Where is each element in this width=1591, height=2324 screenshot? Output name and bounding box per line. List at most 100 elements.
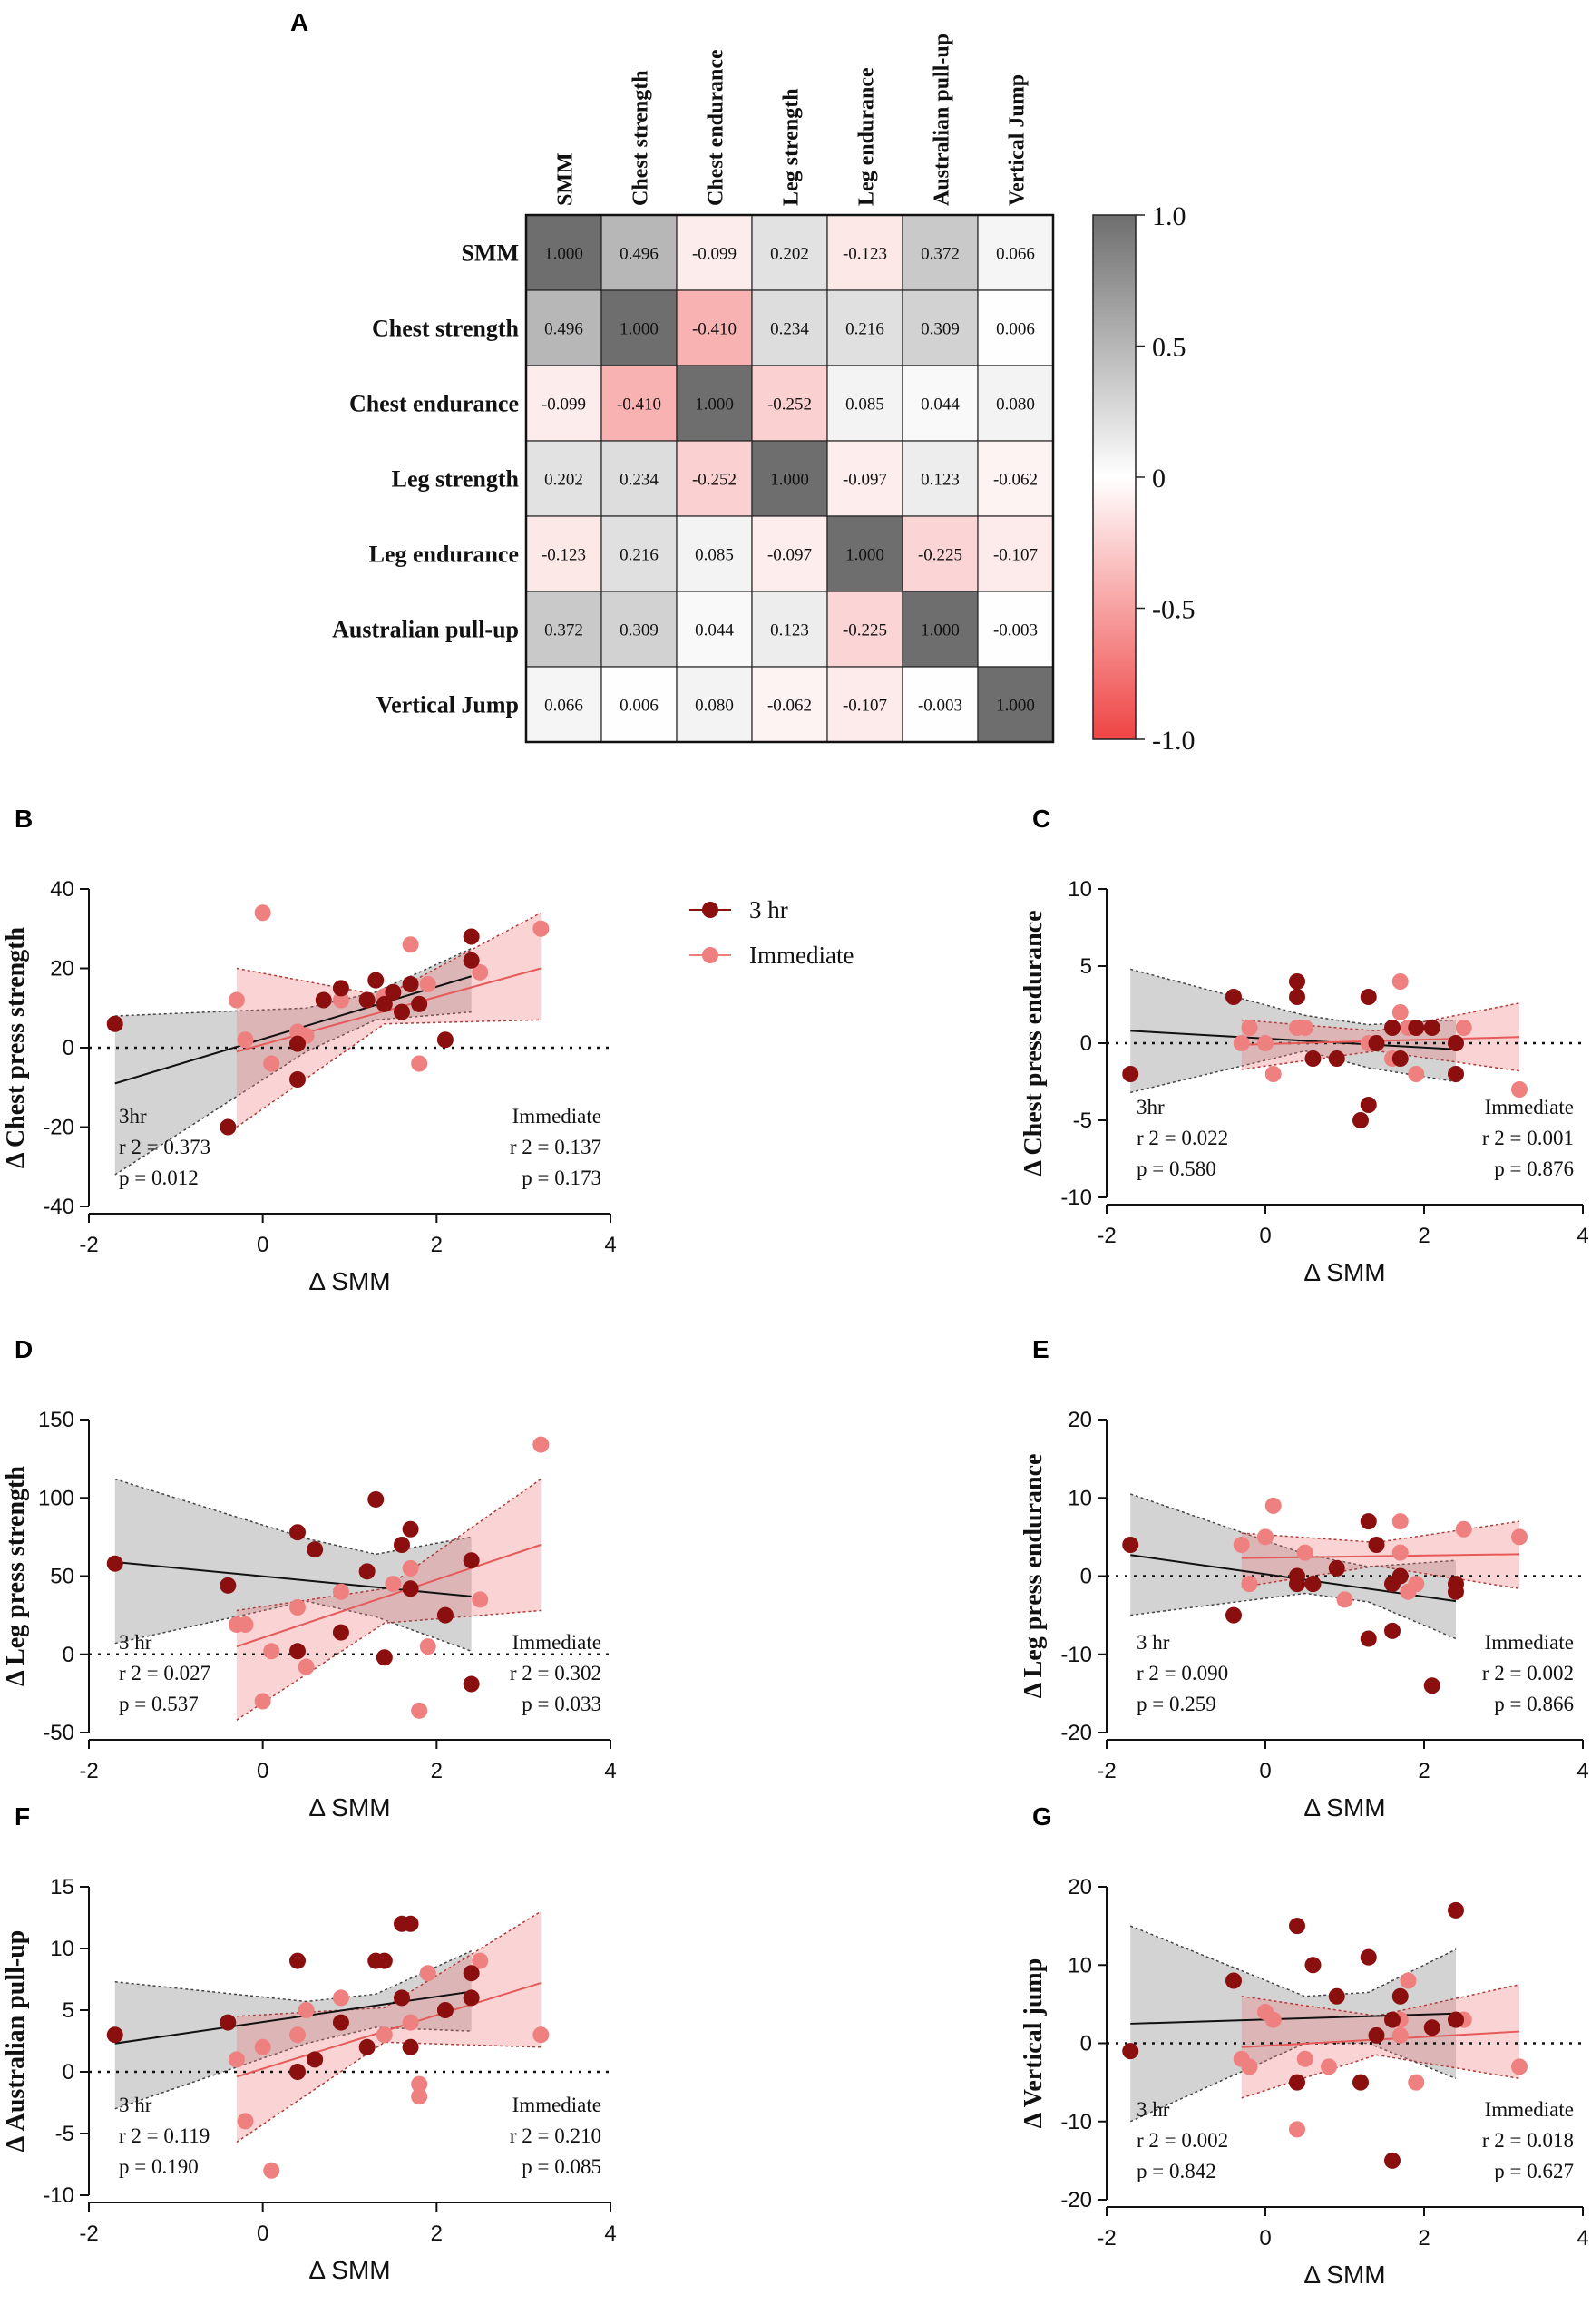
stats-immediate-p: p = 0.866 [1494,1693,1574,1715]
stats-immediate-p: p = 0.085 [522,2155,601,2178]
heatmap-cell [525,591,602,668]
heatmap-cell [525,666,602,743]
row-label-chest-strength: Chest strength [372,316,520,342]
data-point-3hr [1391,1567,1409,1585]
y-tick-label: 150 [38,1408,74,1432]
y-tick-label: -10 [1060,1186,1092,1210]
data-point-3hr [1360,1630,1377,1647]
data-point-3hr [463,1552,480,1569]
data-point-immediate [402,2014,419,2031]
stats-immediate-p: p = 0.876 [1494,1157,1574,1180]
column-label-leg-strength: Leg strength [780,88,804,206]
data-point-immediate [411,2075,428,2093]
data-point-immediate [385,1576,402,1593]
x-tick-label: -2 [79,1759,98,1783]
panel-label-a: A [290,8,308,36]
fit-line-immediate [1241,1553,1520,1559]
heatmap-cell-value: 0.202 [770,245,809,264]
x-tick-label: 4 [1576,2226,1588,2251]
band-lower-edge [114,2026,472,2110]
heatmap-cell-value: -0.225 [918,546,962,565]
fit-line-3hr [114,1990,472,2045]
data-point-3hr [463,928,480,945]
heatmap-cell-value: -0.252 [767,395,812,415]
data-point-immediate [1391,973,1409,990]
heatmap-cell-value: 0.234 [620,471,659,490]
data-point-3hr [220,1118,237,1136]
stats-immediate-r2: r 2 = 0.302 [510,1662,601,1684]
data-point-immediate [532,2026,550,2044]
x-tick-label: -2 [79,1233,98,1257]
data-point-3hr [1122,1066,1139,1082]
heatmap-cell-value: -0.062 [993,471,1038,490]
scatter-panel-d: D 150 100 50 0 -50-2 0 2 4 Δ SMM Δ Leg press stren… [2,1335,617,1821]
legend-label-immediate: Immediate [749,942,854,969]
x-tick-label: 2 [431,2221,443,2246]
band-upper-edge [114,1478,472,1556]
heatmap-cell-value: -0.123 [843,245,887,264]
data-point-immediate [263,1643,280,1660]
heatmap-cell-value: 0.066 [996,245,1035,264]
data-point-3hr [1122,1537,1139,1553]
data-point-3hr [367,1490,385,1508]
stats-immediate-label: Immediate [512,1105,601,1128]
y-tick-label: -50 [43,1721,74,1745]
heatmap-cell-value: 0.006 [996,320,1035,339]
data-point-immediate [1408,2074,1425,2091]
y-tick-label: -5 [55,2122,74,2146]
data-point-3hr [289,1524,306,1541]
stats-immediate-label: Immediate [512,1631,601,1654]
y-axis-label: Δ Chest press strength [2,926,30,1168]
y-tick-label: -40 [43,1195,74,1219]
heatmap-cell-value: 1.000 [544,245,583,264]
data-point-3hr [289,1035,306,1052]
x-tick-label: 4 [604,1233,616,1257]
column-label-chest-strength: Chest strength [630,70,653,206]
data-point-immediate [1391,1544,1409,1561]
data-point-3hr [463,1965,480,1982]
x-axis-label: Δ SMM [1303,1793,1385,1821]
heatmap-cell-value: -0.252 [692,471,737,490]
data-point-immediate [1264,2011,1282,2028]
data-point-immediate [254,904,271,922]
confidence-band-immediate [1241,1521,1519,1589]
data-point-3hr [1368,2026,1385,2044]
y-tick-label: 100 [38,1486,74,1510]
heatmap-cell-value: -0.410 [692,320,737,339]
fit-line-immediate [236,1544,542,1648]
data-point-3hr [1328,1050,1345,1067]
heatmap-cell [977,365,1054,442]
x-tick-label: 4 [604,2221,616,2246]
heatmap-cell-value: -0.225 [843,621,887,640]
data-point-3hr [289,1952,306,1969]
heatmap-cell-value: 0.066 [544,697,583,716]
data-point-3hr [1360,1948,1377,1966]
heatmap-cell-value: -0.003 [918,697,962,716]
stats-3hr-p: p = 0.580 [1137,1157,1216,1180]
heatmap-column-labels: SMM Chest strength Chest endurance Leg stre… [554,34,1030,206]
stats-3hr-r2: r 2 = 0.119 [119,2124,210,2147]
scatter-panel-f: F 15 10 5 0 -5 -10-2 0 2 4 Δ SMM Δ Australian pull-… [2,1802,617,2284]
panel-label-g: G [1032,1802,1052,1831]
data-point-3hr [1304,1050,1322,1067]
data-point-immediate [1400,1972,1417,1989]
y-tick-label: 20 [1068,1875,1092,1899]
data-point-immediate [237,2113,254,2130]
heatmap-cell [977,591,1054,668]
x-tick-label: 0 [1259,1224,1271,1248]
heatmap-cell-value: -0.099 [542,395,586,415]
heatmap-cell-value: -0.410 [617,395,661,415]
data-point-3hr [1384,1020,1401,1036]
heatmap-cell-value: 0.202 [544,471,583,490]
data-point-immediate [1455,1520,1472,1538]
stats-immediate-p: p = 0.627 [1494,2160,1574,2182]
x-tick-label: 0 [257,1233,268,1257]
band-lower-edge [1130,1592,1457,1640]
y-tick-label: 40 [50,877,74,902]
y-tick-label: 10 [1068,1953,1092,1977]
y-axis-label: Δ Leg press endurance [1020,1454,1048,1699]
band-upper-edge [1241,1520,1520,1544]
data-point-immediate [298,2002,315,2018]
heatmap-cell [676,365,753,442]
data-point-3hr [1384,1622,1401,1639]
